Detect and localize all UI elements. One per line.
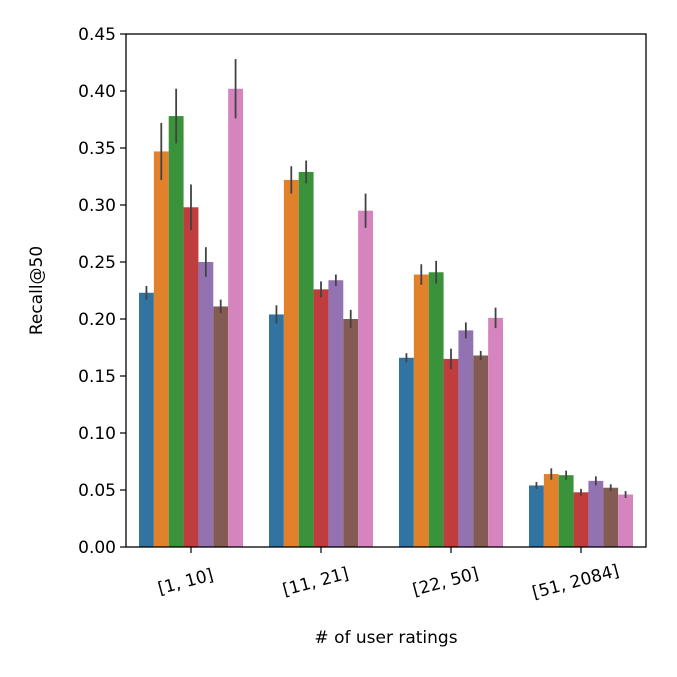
bar-series-4-0 xyxy=(183,207,199,547)
bars-group xyxy=(139,88,633,548)
y-tick-label: 0.05 xyxy=(78,481,116,501)
bar-series-2-0 xyxy=(153,151,169,548)
x-axis-ticks: [1, 10] [11, 21] [22, 50] [51, 2084] xyxy=(156,547,621,603)
y-tick-label: 0.20 xyxy=(78,310,116,330)
y-axis-label: Recall@50 xyxy=(27,246,47,335)
bar-series-1-1 xyxy=(269,314,284,547)
y-tick-label: 0.00 xyxy=(78,538,116,558)
bar-series-6-3 xyxy=(603,487,619,547)
bar-series-7-3 xyxy=(618,494,633,547)
x-tick-label: [1, 10] xyxy=(156,565,216,599)
bar-series-4-1 xyxy=(313,289,329,547)
bar-series-2-2 xyxy=(413,274,429,547)
y-tick-label: 0.35 xyxy=(78,139,116,159)
x-tick-label: [11, 21] xyxy=(281,564,351,601)
bar-series-7-2 xyxy=(488,317,503,547)
bar-series-2-1 xyxy=(283,179,299,548)
y-tick-label: 0.30 xyxy=(78,196,116,216)
y-tick-label: 0.40 xyxy=(78,82,116,102)
y-tick-label: 0.15 xyxy=(78,367,116,387)
bar-series-5-1 xyxy=(328,280,344,547)
bar-series-6-0 xyxy=(213,306,229,547)
plot-frame xyxy=(125,33,647,548)
bar-series-5-2 xyxy=(458,330,474,547)
bar-series-1-0 xyxy=(139,292,154,547)
bar-series-3-2 xyxy=(428,272,444,547)
x-tick-label: [22, 50] xyxy=(411,564,481,601)
bar-series-5-0 xyxy=(198,262,214,547)
bar-series-4-3 xyxy=(573,492,589,547)
x-axis-label: # of user ratings xyxy=(314,628,457,648)
y-axis-ticks: 0.00 0.05 0.10 0.15 0.20 0.25 0.30 0.35 0.40 0.45 xyxy=(78,25,126,558)
bar-series-3-0 xyxy=(168,116,184,547)
bar-series-3-1 xyxy=(298,171,314,547)
bar-series-6-2 xyxy=(473,355,489,547)
bar-series-1-3 xyxy=(529,485,544,547)
x-tick-label: [51, 2084] xyxy=(530,561,621,603)
bar-series-2-3 xyxy=(543,474,559,547)
error-bars-group xyxy=(145,59,627,498)
bar-series-5-3 xyxy=(588,480,604,547)
y-tick-label: 0.45 xyxy=(78,25,116,45)
bar-series-6-1 xyxy=(343,319,359,547)
bar-series-1-2 xyxy=(399,357,414,547)
bar-series-7-1 xyxy=(358,210,373,547)
bar-series-3-3 xyxy=(558,475,574,547)
y-tick-label: 0.10 xyxy=(78,424,116,444)
bar-series-4-2 xyxy=(443,358,459,547)
bar-series-7-0 xyxy=(228,88,243,547)
y-tick-label: 0.25 xyxy=(78,253,116,273)
